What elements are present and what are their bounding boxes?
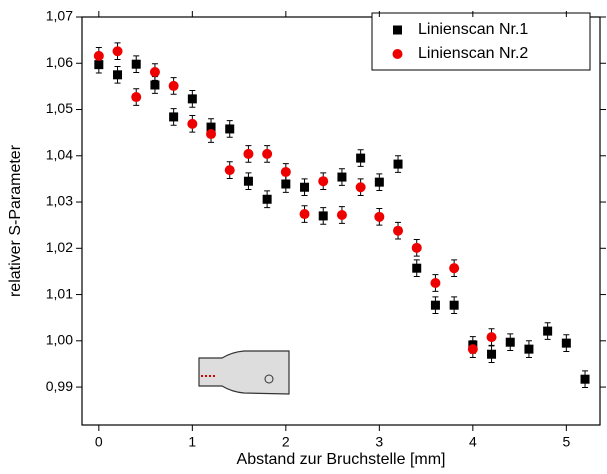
marker [168, 80, 179, 91]
x-axis-title: Abstand zur Bruchstelle [mm] [237, 451, 446, 468]
x-tick-label: 0 [95, 434, 103, 450]
marker [505, 337, 515, 347]
marker [561, 338, 571, 348]
marker [356, 153, 366, 163]
y-tick-label: 1,00 [46, 332, 73, 348]
marker [243, 176, 253, 186]
marker [131, 92, 142, 103]
marker [318, 176, 329, 187]
y-tick-label: 1,04 [46, 146, 73, 162]
marker [93, 50, 104, 61]
x-tick-label: 4 [469, 434, 477, 450]
legend-marker [393, 25, 402, 35]
specimen-icon [198, 350, 290, 395]
y-tick-label: 1,03 [46, 193, 73, 209]
legend-box [371, 12, 591, 71]
marker [336, 209, 347, 220]
marker [280, 166, 291, 177]
marker [262, 194, 272, 204]
marker [543, 326, 553, 336]
marker [149, 67, 160, 78]
marker [262, 148, 273, 159]
marker [113, 70, 123, 80]
marker [374, 211, 385, 222]
marker [412, 263, 422, 273]
y-tick-label: 1,06 [46, 54, 73, 70]
x-tick-label: 1 [188, 434, 196, 450]
marker [374, 177, 384, 187]
marker [281, 179, 291, 189]
marker [580, 374, 590, 384]
marker [187, 94, 197, 104]
marker [393, 225, 404, 236]
y-tick-label: 1,01 [46, 285, 73, 301]
marker [430, 300, 440, 310]
marker [337, 172, 347, 182]
plot-frame [81, 16, 601, 426]
marker [411, 242, 422, 253]
marker [169, 112, 179, 122]
marker [449, 263, 460, 274]
y-tick-label: 1,02 [46, 239, 73, 255]
marker [224, 165, 235, 176]
marker [150, 80, 160, 90]
y-tick-label: 1,07 [46, 8, 73, 24]
marker [430, 277, 441, 288]
marker [355, 182, 366, 193]
marker [243, 148, 254, 159]
marker [449, 300, 459, 310]
marker [187, 118, 198, 129]
marker [300, 182, 310, 192]
marker [524, 344, 534, 354]
legend-label: Linienscan Nr.2 [418, 45, 528, 62]
y-tick-label: 0,99 [46, 378, 73, 394]
marker [486, 332, 497, 343]
x-tick-label: 3 [375, 434, 383, 450]
marker [299, 209, 310, 220]
x-tick-label: 5 [562, 434, 570, 450]
marker [487, 349, 497, 359]
marker [225, 124, 235, 134]
marker [318, 211, 328, 221]
legend-marker [392, 49, 403, 59]
marker [393, 159, 403, 169]
y-tick-label: 1,05 [46, 100, 73, 116]
legend-label: Linienscan Nr.1 [418, 21, 528, 38]
y-axis-title: relativer S-Parameter [7, 144, 24, 297]
marker [467, 344, 478, 355]
marker [112, 46, 123, 57]
marker [206, 129, 217, 140]
x-tick-label: 2 [282, 434, 290, 450]
marker [131, 59, 141, 69]
